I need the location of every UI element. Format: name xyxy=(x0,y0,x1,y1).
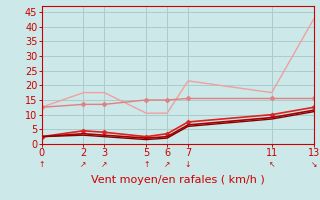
Text: ↗: ↗ xyxy=(101,160,108,169)
Text: ↑: ↑ xyxy=(38,160,45,169)
Text: ↑: ↑ xyxy=(143,160,149,169)
Text: ↗: ↗ xyxy=(164,160,170,169)
Text: ↗: ↗ xyxy=(80,160,87,169)
X-axis label: Vent moyen/en rafales ( km/h ): Vent moyen/en rafales ( km/h ) xyxy=(91,175,264,185)
Text: ↖: ↖ xyxy=(268,160,275,169)
Text: ↘: ↘ xyxy=(310,160,317,169)
Text: ↓: ↓ xyxy=(185,160,191,169)
